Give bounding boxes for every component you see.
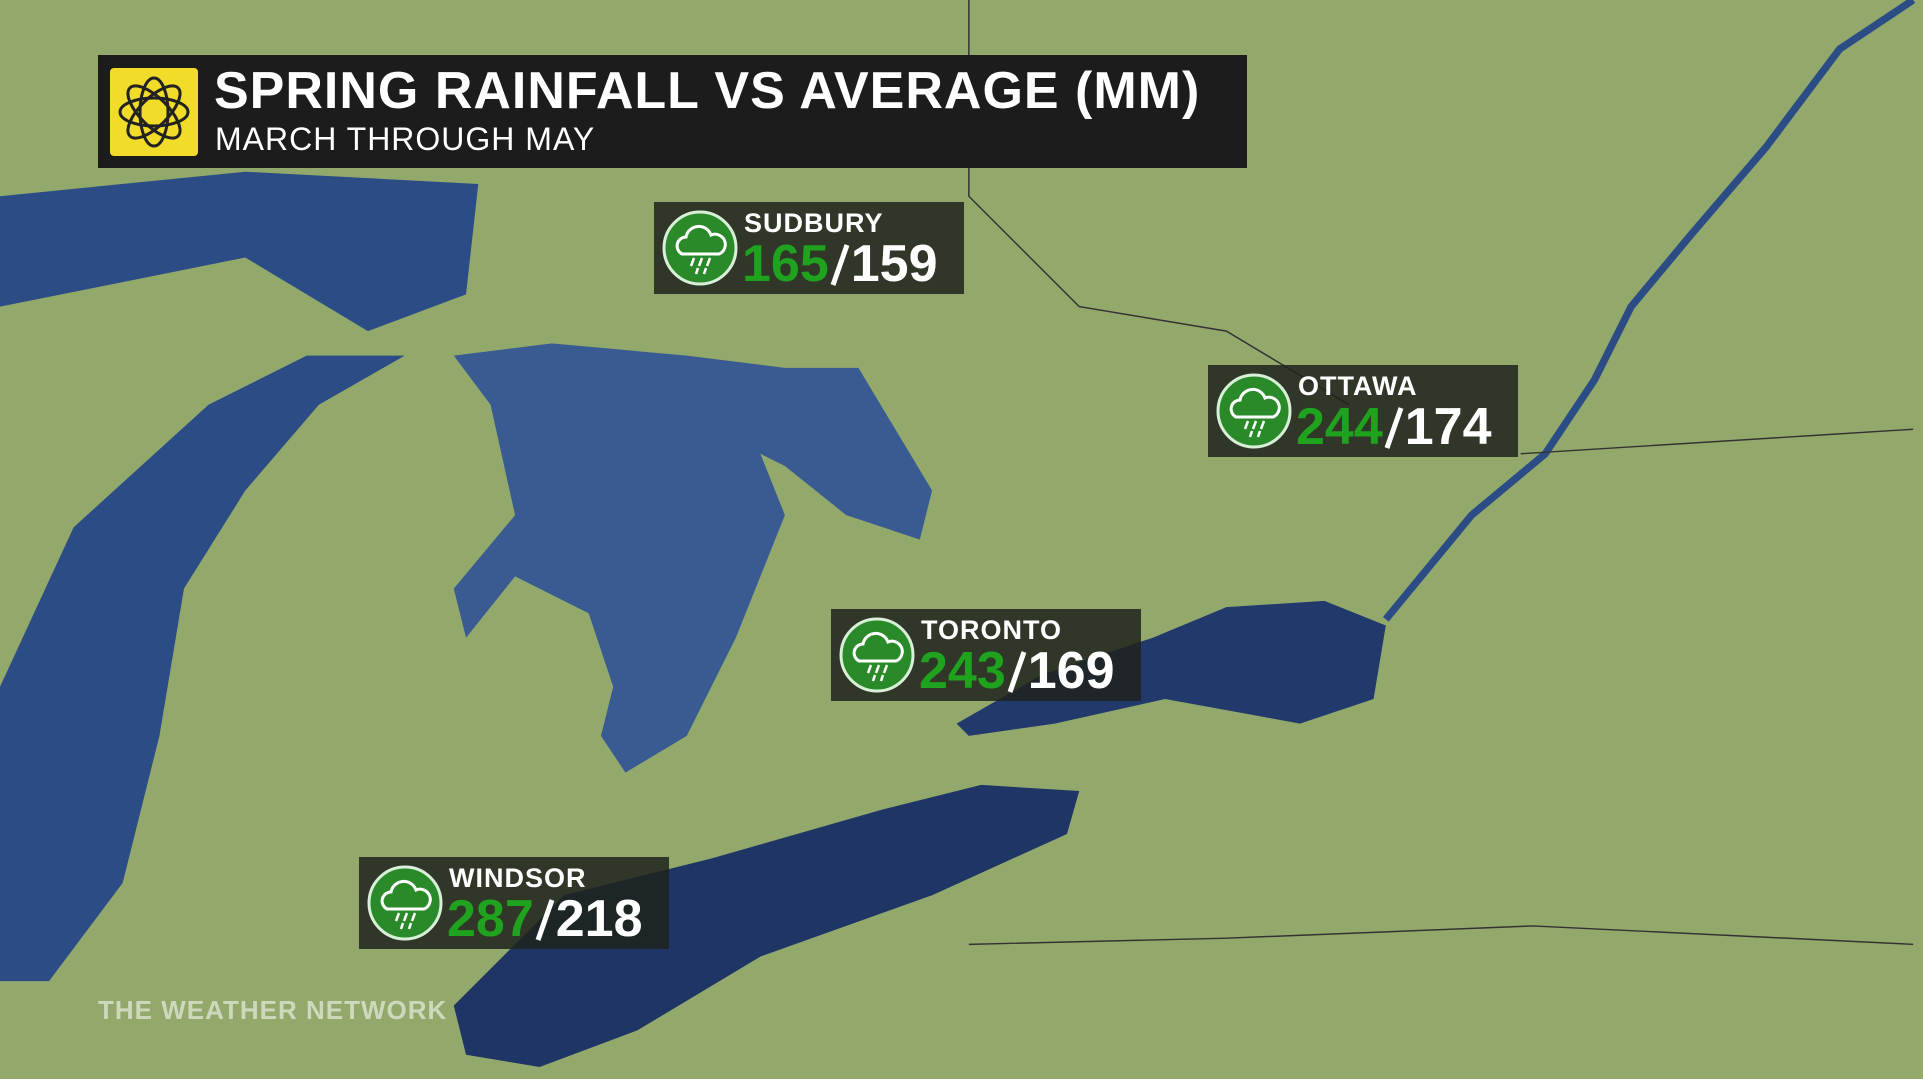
city-label: OTTAWA 244 174 <box>1208 365 1518 457</box>
border-line <box>1520 428 1914 455</box>
separator <box>535 899 555 941</box>
title: SPRING RAINFALL VS AVERAGE (MM) <box>214 62 1201 120</box>
city-values: 244 174 <box>1296 399 1492 455</box>
footer: THE WEATHER NETWORK <box>98 995 448 1025</box>
city-label: SUDBURY 165 159 <box>654 202 964 294</box>
city-name: WINDSOR <box>449 863 587 893</box>
separator <box>1007 651 1027 693</box>
rain-icon <box>662 210 738 286</box>
rain-icon <box>1216 373 1292 449</box>
city-values: 243 169 <box>919 643 1115 699</box>
title-bar: SPRING RAINFALL VS AVERAGE (MM) MARCH TH… <box>98 55 1247 168</box>
subtitle: MARCH THROUGH MAY <box>215 121 596 157</box>
border-line <box>968 925 1914 946</box>
city-name: OTTAWA <box>1298 371 1418 401</box>
city-label: WINDSOR 287 218 <box>359 857 669 949</box>
city-name: SUDBURY <box>744 208 884 238</box>
separator <box>830 244 850 286</box>
observed-rainfall: 287 <box>447 890 534 948</box>
separator <box>1384 407 1404 449</box>
rain-icon <box>367 865 443 941</box>
lake-ontario <box>956 600 1386 736</box>
observed-rainfall: 243 <box>919 642 1006 700</box>
average-rainfall: 159 <box>850 235 938 293</box>
average-rainfall: 218 <box>555 890 643 948</box>
lake-erie <box>453 784 1080 1067</box>
lake-superior <box>0 171 479 332</box>
observed-rainfall: 165 <box>742 235 829 293</box>
st-lawrence-river <box>1382 0 1916 622</box>
lake-michigan <box>0 355 405 982</box>
city-values: 165 159 <box>742 236 938 292</box>
city-name: TORONTO <box>921 615 1063 645</box>
lake-huron <box>453 343 933 773</box>
observed-rainfall: 244 <box>1296 398 1383 456</box>
rain-icon <box>839 617 915 693</box>
average-rainfall: 169 <box>1027 642 1115 700</box>
logo <box>110 68 198 156</box>
average-rainfall: 174 <box>1404 398 1492 456</box>
city-label: TORONTO 243 169 <box>831 609 1141 701</box>
city-values: 287 218 <box>447 891 643 947</box>
